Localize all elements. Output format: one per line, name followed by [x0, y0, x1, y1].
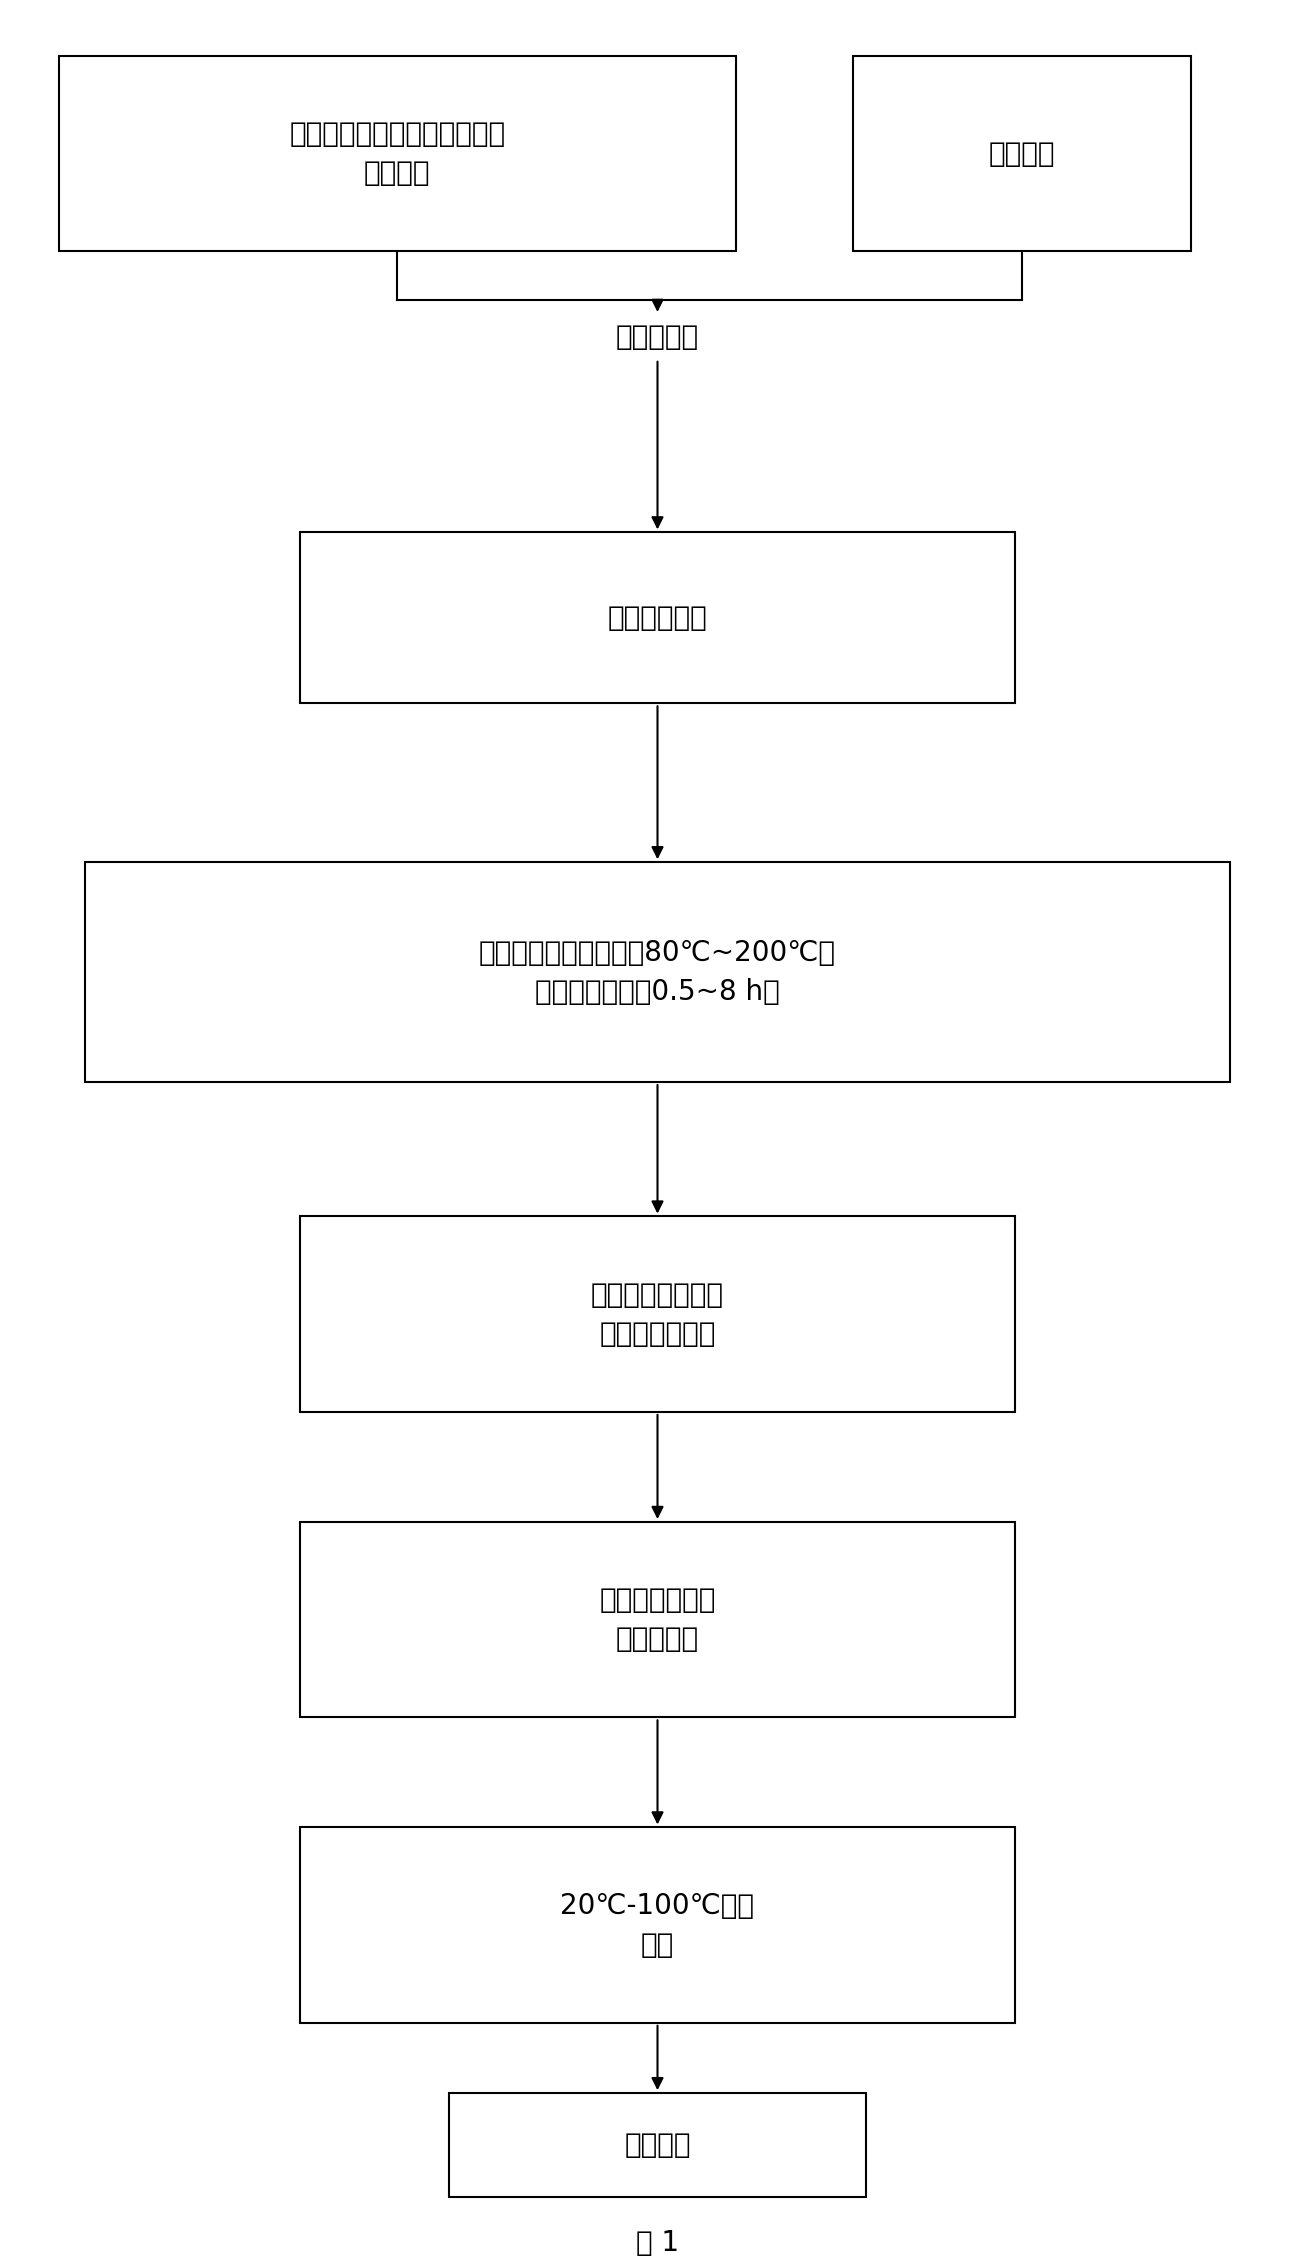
Text: 直接离心分离或溶
剂稀释离心分离: 直接离心分离或溶 剂稀释离心分离 — [590, 1281, 725, 1347]
Text: 纳米粒子: 纳米粒子 — [625, 2132, 690, 2159]
FancyBboxPatch shape — [300, 1216, 1015, 1412]
Text: 图 1: 图 1 — [636, 2229, 679, 2256]
FancyBboxPatch shape — [300, 1523, 1015, 1717]
FancyBboxPatch shape — [300, 1827, 1015, 2024]
FancyBboxPatch shape — [59, 56, 735, 250]
Text: 金属氧化物、金属氢氧化物、
金属盐类: 金属氧化物、金属氢氧化物、 金属盐类 — [289, 120, 505, 187]
Text: 用丙酮或蒸馏水
或乙醇洗涤: 用丙酮或蒸馏水 或乙醇洗涤 — [600, 1586, 715, 1654]
Text: 溶液或悬浮液: 溶液或悬浮液 — [608, 605, 707, 632]
Text: 油浴中加热合适温度（80℃~200℃）
恒温一定时间（0.5~8 h）: 油浴中加热合适温度（80℃~200℃） 恒温一定时间（0.5~8 h） — [479, 938, 836, 1006]
Text: 20℃-100℃真空
干燥: 20℃-100℃真空 干燥 — [560, 1891, 755, 1958]
FancyBboxPatch shape — [85, 862, 1230, 1083]
FancyBboxPatch shape — [450, 2094, 865, 2197]
FancyBboxPatch shape — [300, 532, 1015, 704]
FancyBboxPatch shape — [852, 56, 1191, 250]
Text: 离子液体: 离子液体 — [989, 140, 1055, 167]
Text: 溶剂或分散: 溶剂或分散 — [615, 323, 700, 352]
